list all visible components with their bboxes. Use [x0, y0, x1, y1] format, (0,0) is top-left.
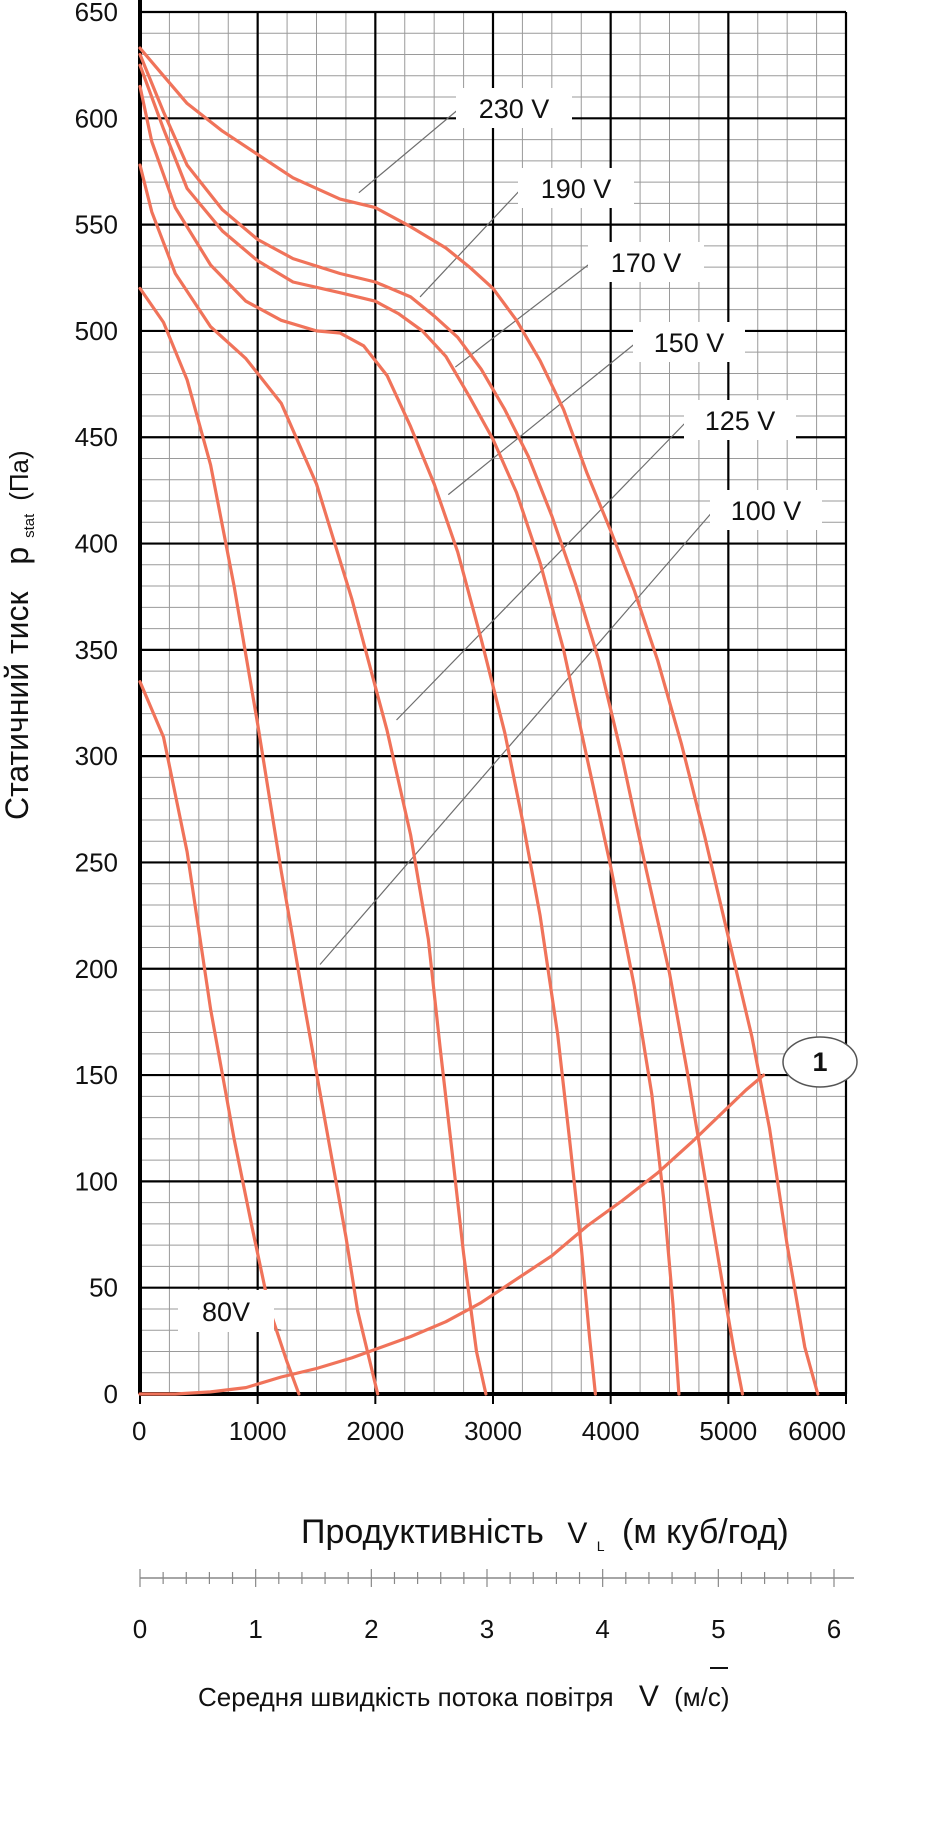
- tick-labels: 0 50 100 150 200 250 300 350 400 450 500 550 600 650 0…: [75, 0, 846, 1446]
- y-tick-label: 300: [75, 741, 118, 771]
- velocity-axis-title: Середня швидкість потока повітря V (м/с): [198, 1680, 729, 1713]
- y-tick-label: 200: [75, 954, 118, 984]
- curve-label: 190 V: [541, 174, 612, 204]
- velocity-tick-label: 5: [711, 1614, 725, 1644]
- curves: [138, 46, 820, 1396]
- velocity-axis: [139, 1569, 854, 1587]
- y-tick-label: 500: [75, 316, 118, 346]
- velocity-tick-label: 3: [480, 1614, 494, 1644]
- curve-label: 230 V: [479, 94, 550, 124]
- curve-190v: [138, 52, 745, 1396]
- curve-125v: [138, 163, 488, 1396]
- leader-line: [319, 509, 715, 965]
- x-axis-label: Продуктивність: [301, 1513, 544, 1551]
- velocity-tick-label: 1: [248, 1614, 262, 1644]
- y-axis-unit: (Па): [4, 450, 34, 500]
- y-tick-label: 400: [75, 529, 118, 559]
- x-tick-label: 0: [132, 1416, 146, 1446]
- leader-line: [454, 261, 593, 368]
- y-tick-label: 150: [75, 1060, 118, 1090]
- y-tick-label: 50: [89, 1273, 118, 1303]
- velocity-tick-labels: 0 1 2 3 4 5 6: [133, 1614, 841, 1644]
- x-tick-label: 4000: [582, 1416, 640, 1446]
- curve-label-box: [633, 322, 745, 362]
- curve-150v: [138, 84, 597, 1396]
- x-axis-symbol-sub: L: [597, 1538, 605, 1554]
- label-leader-lines: [181, 107, 715, 1331]
- curve-100v: [138, 286, 380, 1396]
- curve-label: 170 V: [611, 248, 682, 278]
- curve-labels: 230 V 190 V 170 V 150 V 125 V 100 V 80V 1: [178, 88, 858, 1332]
- curve-170v: [138, 63, 681, 1396]
- velocity-tick-label: 2: [364, 1614, 378, 1644]
- leader-line: [447, 341, 638, 496]
- y-tick-label: 0: [104, 1379, 118, 1409]
- curve-label: 100 V: [731, 496, 802, 526]
- curve-label: 150 V: [654, 328, 725, 358]
- x-tick-label: 3000: [464, 1416, 522, 1446]
- velocity-tick-label: 4: [595, 1614, 609, 1644]
- y-axis-symbol: p: [0, 547, 35, 565]
- system-curve-label: 1: [812, 1047, 827, 1077]
- system-curve-marker: [782, 1036, 858, 1088]
- leader-line: [419, 187, 523, 298]
- velocity-tick-label: 6: [827, 1614, 841, 1644]
- curve-label-box: [684, 400, 796, 440]
- x-tick-label: 2000: [346, 1416, 404, 1446]
- x-tick-label: 1000: [229, 1416, 287, 1446]
- x-tick-label: 6000: [788, 1416, 846, 1446]
- y-tick-label: 100: [75, 1166, 118, 1196]
- leader-line: [358, 107, 461, 194]
- velocity-axis-unit: (м/с): [674, 1682, 729, 1712]
- axes: [138, 0, 847, 1404]
- y-tick-label: 450: [75, 422, 118, 452]
- velocity-axis-label: Середня швидкість потока повітря: [198, 1682, 614, 1712]
- y-axis-title: Статичний тиск p stat (Па): [0, 450, 41, 820]
- x-axis-symbol: V: [567, 1517, 587, 1550]
- curve-label-box: [456, 88, 572, 128]
- velocity-tick-label: 0: [133, 1614, 147, 1644]
- x-axis-title: Продуктивність V L (м куб/год): [301, 1513, 789, 1559]
- x-tick-label: 5000: [699, 1416, 757, 1446]
- curve-label-box: [178, 1290, 274, 1332]
- velocity-axis-symbol: V: [639, 1680, 659, 1713]
- y-axis-symbol-sub: stat: [21, 513, 38, 538]
- curve-230v: [138, 46, 820, 1396]
- curve-label: 125 V: [705, 406, 776, 436]
- y-tick-label: 250: [75, 847, 118, 877]
- y-tick-label: 550: [75, 210, 118, 240]
- y-tick-label: 350: [75, 635, 118, 665]
- curve-label: 80V: [202, 1297, 250, 1327]
- curve-label-box: [588, 242, 704, 282]
- y-axis-label: Статичний тиск: [0, 590, 35, 820]
- curve-label-box: [518, 168, 634, 208]
- x-axis-unit: (м куб/год): [622, 1513, 789, 1551]
- y-tick-label: 600: [75, 103, 118, 133]
- y-tick-label: 650: [75, 0, 118, 27]
- curve-80v: [138, 680, 301, 1396]
- curve-label-box: [710, 490, 822, 530]
- curve-1: [138, 1073, 766, 1396]
